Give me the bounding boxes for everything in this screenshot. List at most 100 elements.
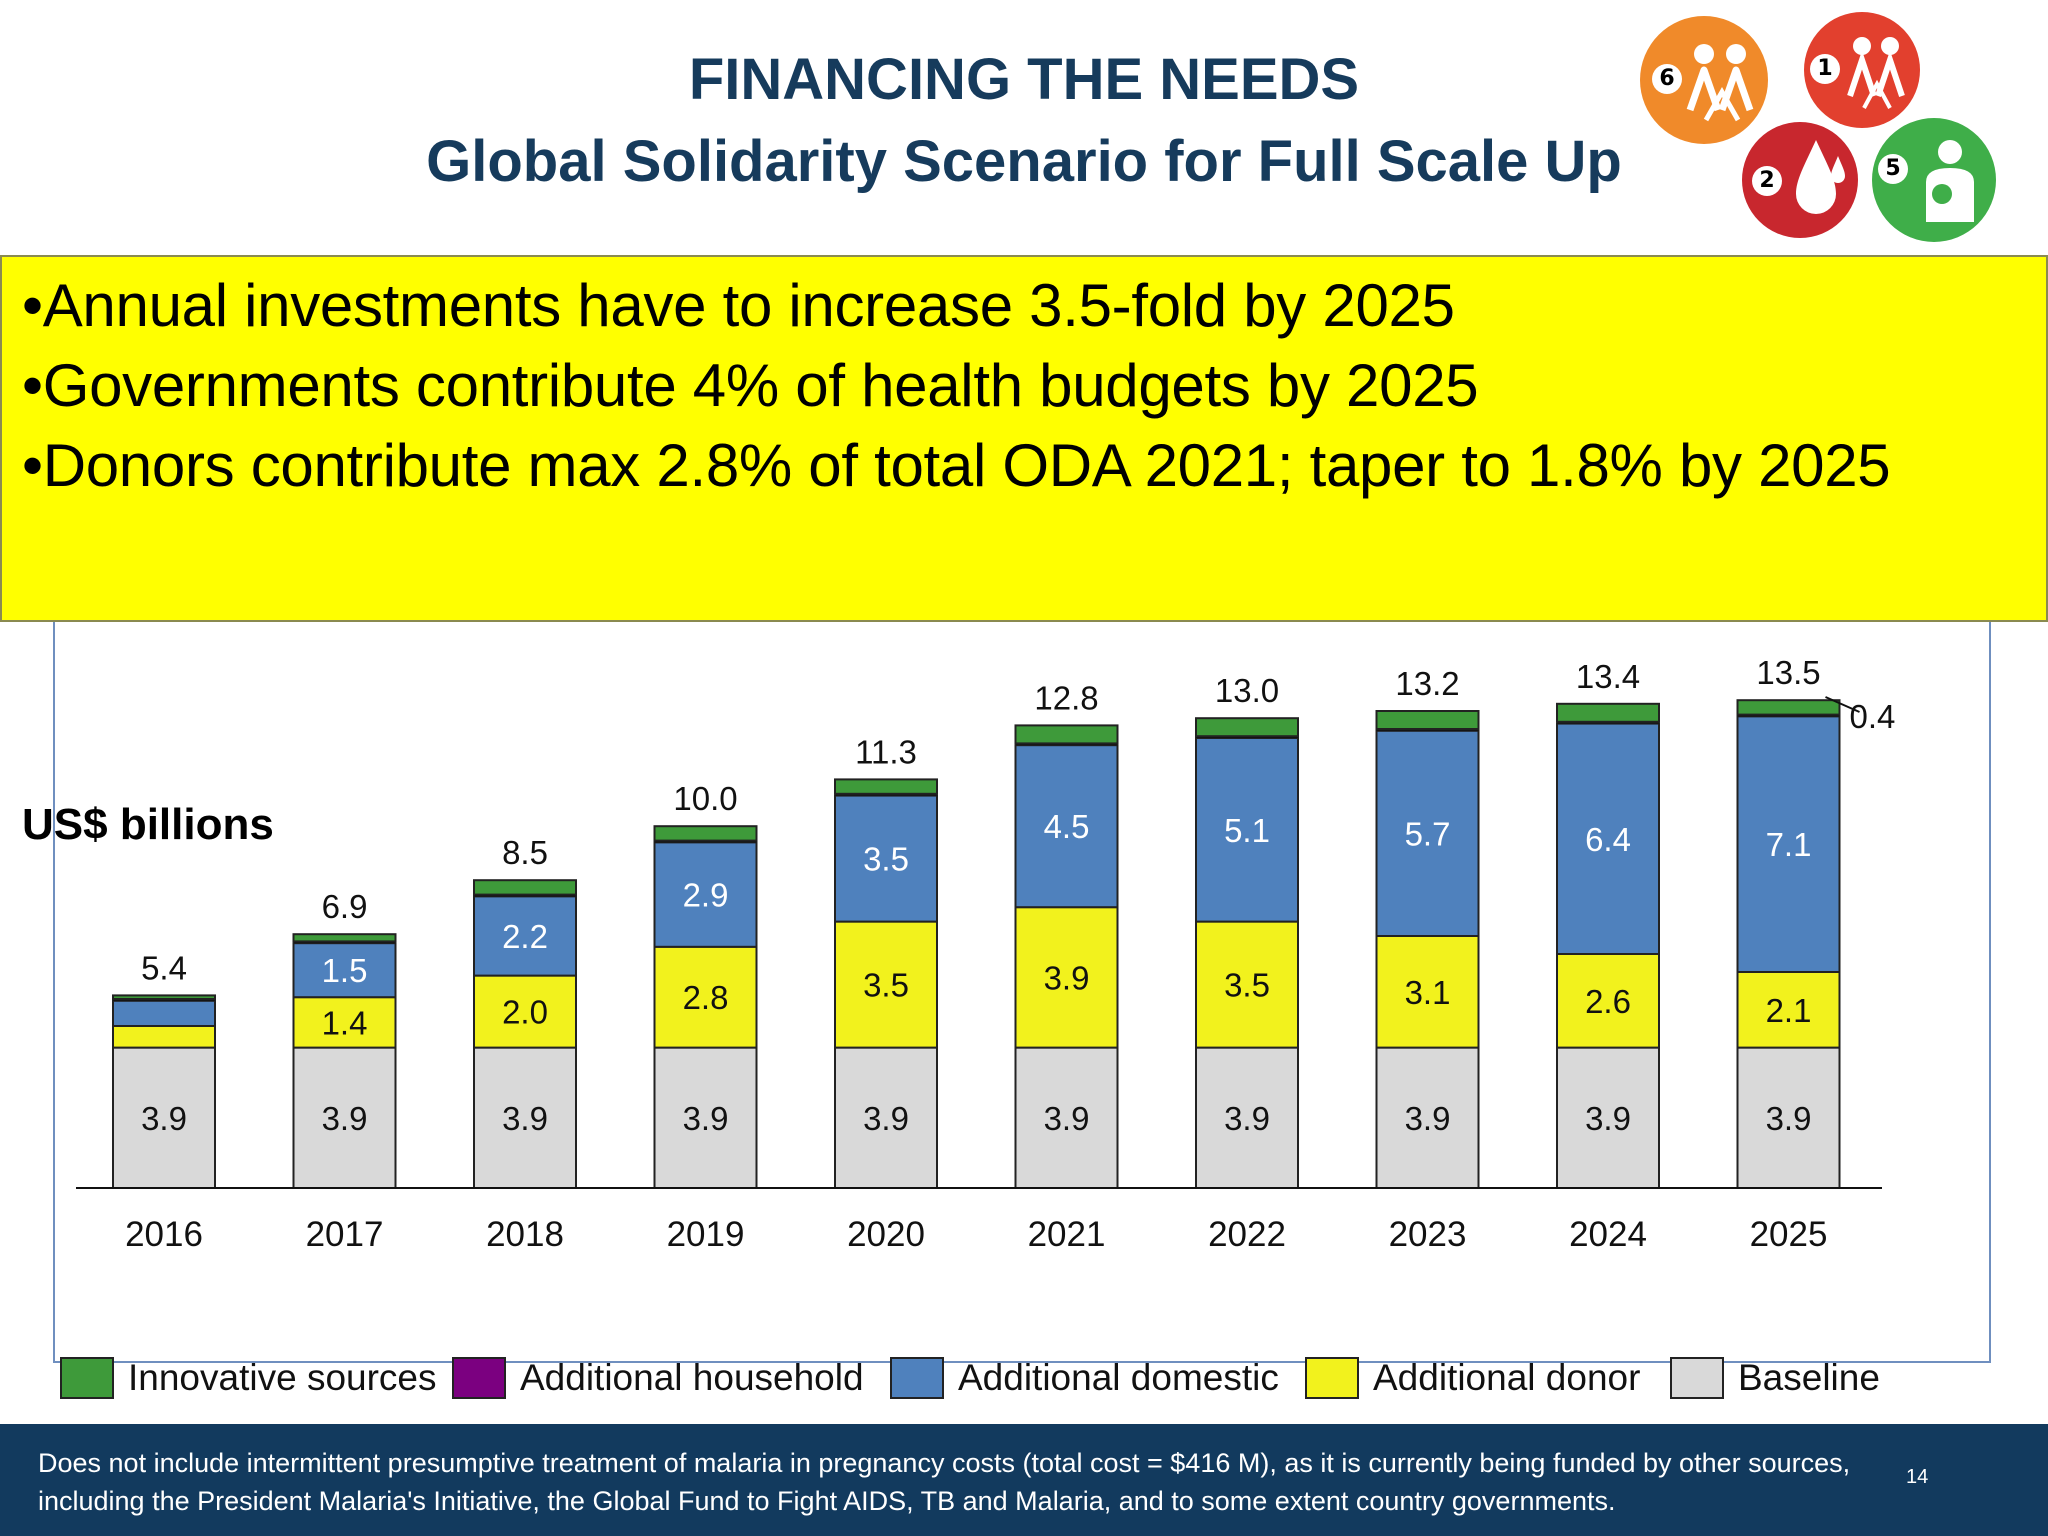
total-label: 6.9 (322, 888, 368, 925)
x-tick-label: 2021 (1028, 1215, 1106, 1254)
bar-donor-2020 (834, 920, 938, 1049)
x-tick-label: 2025 (1750, 1215, 1828, 1254)
bar-innovative-2024 (1556, 702, 1660, 723)
legend-swatch (890, 1357, 944, 1399)
bar-domestic-2025 (1736, 715, 1841, 974)
data-label: 1.4 (322, 1004, 368, 1041)
data-label: 6.4 (1585, 821, 1631, 858)
bar-domestic-2018 (473, 895, 577, 977)
data-label: 3.9 (1044, 1100, 1090, 1137)
data-label: 4.5 (1044, 808, 1090, 845)
legend-swatch (452, 1357, 506, 1399)
total-label: 13.4 (1576, 658, 1640, 695)
bar-donor-2022 (1195, 920, 1299, 1049)
slide-subtitle: Global Solidarity Scenario for Full Scal… (426, 129, 1622, 194)
logo-badge: 6 (1652, 64, 1682, 94)
stacked-bar-chart: 3.9 5.4 2016 3.9 1.4 1.5 6.9 2017 3.9 2.0 2.2 8.5 20… (76, 654, 1895, 1254)
data-label: 3.9 (683, 1100, 729, 1137)
key-points-box: •Annual investments have to increase 3.5… (0, 255, 2048, 622)
bar-domestic-2019 (653, 841, 758, 948)
x-tick-label: 2020 (847, 1215, 925, 1254)
legend-swatch (1305, 1357, 1359, 1399)
data-label: 5.7 (1405, 815, 1451, 852)
data-label: 3.9 (322, 1100, 368, 1137)
data-label: 3.9 (141, 1100, 187, 1137)
legend-label: Baseline (1738, 1357, 1880, 1398)
data-label: 3.5 (1224, 967, 1270, 1004)
page-number: 14 (1906, 1466, 1929, 1488)
bar-innovative-2016 (112, 994, 216, 1001)
bar-baseline-2016 (112, 1046, 216, 1189)
logo-badge: 5 (1878, 154, 1908, 184)
data-label: 3.9 (1044, 959, 1090, 996)
data-label: 2.0 (502, 994, 548, 1031)
bar-donor-2021 (1014, 906, 1119, 1049)
bar-donor-2017 (292, 996, 397, 1049)
total-label: 13.0 (1215, 672, 1279, 709)
mother-child-icon (1926, 140, 1974, 222)
total-label: 11.3 (855, 733, 917, 770)
bar-innovative-2023 (1375, 710, 1480, 730)
x-tick-label: 2023 (1389, 1215, 1467, 1254)
legend-label: Additional household (520, 1357, 864, 1398)
bar-donor-2016 (112, 1025, 216, 1049)
bar-donor-2018 (473, 974, 577, 1049)
legend-swatch (1670, 1357, 1724, 1399)
logo-6: 6 (1640, 16, 1768, 144)
bar-innovative-2018 (473, 879, 577, 896)
data-label: 3.9 (1766, 1100, 1812, 1137)
bar-innovative-2020 (834, 778, 938, 795)
x-tick-label: 2022 (1208, 1215, 1286, 1254)
bar-innovative-2017 (292, 933, 397, 943)
data-label: 2.8 (683, 979, 729, 1016)
data-label: 3.1 (1405, 974, 1451, 1011)
footnote: Does not include intermittent presumptiv… (38, 1448, 1851, 1516)
family-icon (1686, 44, 1754, 122)
data-label: 2.2 (502, 918, 548, 955)
bar-domestic-2024 (1556, 722, 1660, 955)
logo-badge: 2 (1752, 166, 1782, 196)
data-label: 1.5 (322, 952, 368, 989)
bar-innovative-2021 (1014, 724, 1119, 745)
family-icon (1847, 37, 1905, 109)
bar-innovative-2022 (1195, 717, 1299, 738)
bar-domestic-2023 (1375, 729, 1480, 937)
total-label: 8.5 (502, 834, 548, 871)
bullet-point: •Donors contribute max 2.8% of total ODA… (22, 432, 1891, 499)
total-label: 10.0 (673, 780, 737, 817)
legend-label: Additional domestic (958, 1357, 1279, 1398)
total-label: 13.2 (1395, 665, 1459, 702)
total-label: 5.4 (141, 949, 187, 986)
bar-innovative-2025 (1736, 699, 1841, 716)
bar-domestic-2017 (292, 942, 397, 999)
bar-domestic-2016 (112, 999, 216, 1027)
footer-bar: Does not include intermittent presumptiv… (0, 1424, 2048, 1536)
x-tick-label: 2024 (1569, 1215, 1647, 1254)
data-label: 3.9 (1224, 1100, 1270, 1137)
bar-innovative-2019 (653, 825, 758, 842)
logo-5: 5 (1872, 118, 1996, 242)
legend-swatch (60, 1357, 114, 1399)
logo-2: 2 (1742, 122, 1858, 238)
drops-icon (1796, 140, 1845, 214)
y-axis-label: US$ billions (22, 800, 274, 849)
data-label: 3.9 (863, 1100, 909, 1137)
bar-domestic-2021 (1014, 744, 1119, 909)
chart-legend: Innovative sources Additional household … (60, 1357, 2020, 1405)
bar-baseline-2023 (1375, 1046, 1480, 1189)
bar-donor-2023 (1375, 935, 1480, 1049)
data-label: 2.9 (683, 877, 729, 914)
bar-donor-2025 (1736, 971, 1841, 1049)
legend-label: Additional donor (1373, 1357, 1641, 1398)
bar-baseline-2022 (1195, 1046, 1299, 1189)
data-label: 3.9 (1585, 1100, 1631, 1137)
data-label: 2.6 (1585, 983, 1631, 1020)
x-tick-label: 2016 (125, 1215, 203, 1254)
x-tick-label: 2017 (306, 1215, 384, 1254)
data-label: 3.9 (1405, 1100, 1451, 1137)
slide-title: FINANCING THE NEEDS (688, 47, 1360, 112)
x-tick-label: 2018 (486, 1215, 564, 1254)
data-label: 3.5 (863, 841, 909, 878)
total-label: 13.5 (1756, 654, 1820, 691)
annotation-leader (1825, 696, 1860, 713)
